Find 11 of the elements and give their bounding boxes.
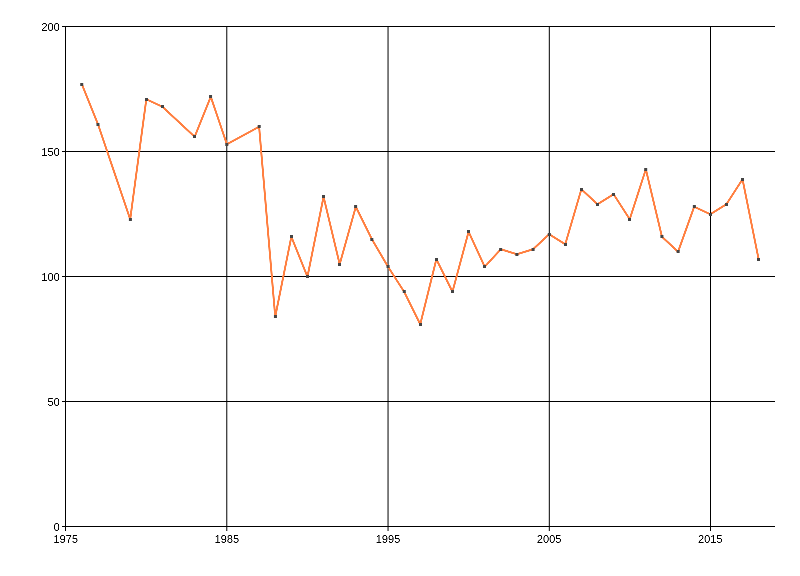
y-tick-label: 100 [42, 272, 60, 284]
line-series [80, 83, 760, 326]
x-tick-label: 1995 [376, 534, 401, 546]
y-tick-label: 200 [42, 22, 60, 34]
x-tick-label: 1975 [54, 534, 78, 546]
x-tick-label: 1985 [214, 534, 240, 546]
y-tick-label: 50 [48, 396, 60, 409]
y-tick-label: 0 [54, 522, 60, 534]
x-tick-label: 2015 [698, 534, 723, 546]
y-tick-label: 150 [42, 146, 60, 159]
x-tick-label: 2005 [537, 534, 562, 546]
